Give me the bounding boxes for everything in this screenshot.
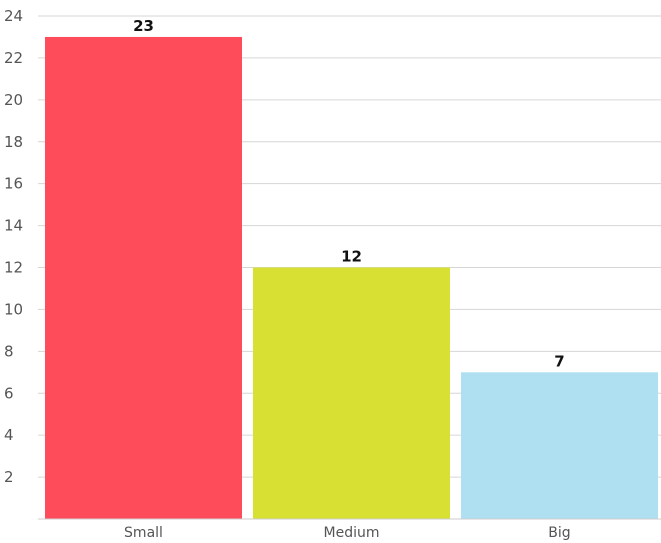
x-tick-label-medium: Medium [324,525,380,541]
y-tick-label-12: 12 [4,259,23,277]
y-tick-label-2: 2 [4,468,14,486]
data-labels: 23 12 7 [133,17,565,370]
bar-medium [253,267,450,519]
y-tick-label-4: 4 [4,426,14,444]
bar-small [45,36,242,519]
y-tick-label-6: 6 [4,384,14,402]
x-tick-label-small: Small [124,525,163,541]
y-tick-label-10: 10 [4,300,23,318]
bars [45,36,658,519]
y-tick-label-14: 14 [4,217,23,235]
y-tick-label-18: 18 [4,133,23,151]
y-tick-label-16: 16 [4,175,23,193]
y-tick-label-8: 8 [4,342,14,360]
data-label-medium: 12 [341,248,362,266]
data-label-big: 7 [554,352,564,370]
x-tick-label-big: Big [548,525,570,541]
y-tick-label-24: 24 [4,7,23,25]
x-axis-tick-labels: Small Medium Big [124,525,571,541]
y-tick-label-20: 20 [4,91,23,109]
y-tick-label-22: 22 [4,49,23,67]
data-label-small: 23 [133,17,154,35]
bar-big [461,372,658,519]
